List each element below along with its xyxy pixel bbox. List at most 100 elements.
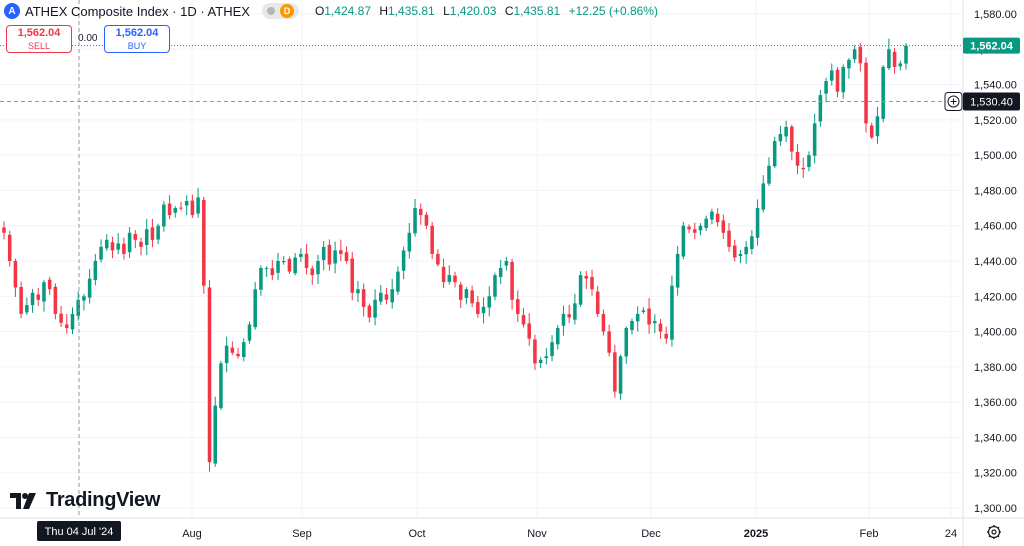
candle — [824, 77, 828, 103]
candle — [19, 281, 23, 319]
candle-body — [25, 305, 29, 313]
candle-body — [99, 246, 103, 260]
symbol-title[interactable]: ATHEX Composite Index · 1D · ATHEX — [25, 3, 250, 19]
low-value: 1,420.03 — [449, 4, 497, 18]
candle — [561, 305, 566, 336]
market-status-badge[interactable]: D — [261, 3, 299, 19]
candle — [847, 58, 851, 79]
candle — [875, 106, 880, 144]
candle — [42, 279, 46, 312]
candle — [681, 221, 686, 260]
candle-body — [875, 116, 880, 137]
candle — [887, 38, 891, 70]
candle — [304, 243, 309, 275]
candle — [173, 206, 178, 218]
candle — [25, 297, 29, 315]
candle-body — [184, 201, 189, 206]
candle — [396, 266, 400, 296]
candle-body — [521, 315, 526, 325]
candle — [818, 89, 823, 127]
candle — [344, 246, 349, 264]
candle-body — [618, 356, 623, 394]
candle-body — [687, 226, 691, 230]
crosshair-date-label: Thu 04 Jul '24 — [45, 526, 114, 538]
candle-body — [104, 239, 109, 249]
candle — [110, 236, 115, 259]
tradingview-logo[interactable]: TradingView — [10, 489, 160, 512]
candle — [869, 122, 874, 140]
candle-body — [242, 342, 246, 358]
candle — [287, 256, 292, 274]
candle-body — [281, 261, 286, 263]
candle-body — [772, 141, 777, 167]
candle — [156, 223, 160, 245]
candle-body — [453, 275, 457, 283]
candle-body — [504, 261, 509, 266]
candle-body — [807, 155, 811, 167]
candle — [133, 230, 138, 249]
candle — [82, 293, 86, 311]
candle — [738, 249, 743, 264]
candle — [584, 271, 589, 290]
candle-body — [744, 246, 748, 255]
candle — [533, 334, 537, 371]
spread-value: 0.00 — [78, 33, 98, 44]
candle — [327, 239, 332, 271]
tradingview-wordmark: TradingView — [46, 489, 161, 511]
y-axis: 1,300.00 1,320.00 1,340.00 1,360.00 1,380.00… — [962, 0, 1017, 546]
candle — [801, 157, 806, 179]
candle — [761, 175, 766, 213]
candle-body — [830, 70, 834, 81]
candle-body — [213, 405, 217, 464]
status-dot-icon — [266, 7, 275, 15]
candle — [430, 221, 434, 260]
candle-body — [379, 292, 383, 302]
candle-body — [224, 345, 229, 364]
candle — [293, 253, 297, 276]
candle-body — [498, 268, 503, 278]
candle-body — [270, 268, 275, 276]
candle — [630, 318, 634, 335]
candle-body — [110, 242, 115, 251]
candle — [276, 252, 280, 281]
tradingview-logo-icon — [10, 492, 36, 509]
candle-body — [710, 211, 714, 220]
x-tick-label: Aug — [182, 528, 202, 540]
crosshair-price-tag — [963, 92, 1020, 111]
candle-body — [852, 49, 857, 60]
candle-body — [464, 289, 469, 298]
candle-body — [698, 225, 703, 231]
candle — [618, 354, 623, 400]
buy-button[interactable]: 1,562.04 BUY — [104, 25, 170, 53]
sell-button[interactable]: 1,562.04 SELL — [6, 25, 72, 53]
y-tick-label: 1,400.00 — [974, 327, 1017, 339]
candle — [595, 285, 600, 318]
candle — [350, 251, 355, 301]
candle — [356, 280, 360, 302]
candle-body — [430, 225, 434, 254]
candle-body — [127, 232, 132, 253]
candle-body — [470, 290, 474, 304]
candle-body — [2, 227, 6, 233]
candle — [635, 306, 640, 332]
candle — [732, 239, 737, 262]
symbol-logo-icon[interactable]: A — [4, 3, 20, 19]
candle — [384, 287, 389, 305]
candle — [339, 239, 343, 262]
buy-label: BUY — [127, 41, 147, 51]
candle — [53, 283, 58, 320]
candle-body — [715, 213, 720, 223]
candle — [807, 151, 811, 172]
candle — [641, 307, 646, 314]
candle-body — [487, 296, 492, 308]
candle — [790, 124, 794, 161]
candle — [624, 326, 629, 364]
candle — [498, 259, 503, 285]
candle — [521, 308, 526, 328]
candle — [453, 271, 457, 288]
candle-body — [196, 197, 200, 214]
settings-gear-icon[interactable] — [986, 524, 1002, 540]
candle-body — [424, 214, 429, 226]
candle-body — [613, 352, 617, 392]
